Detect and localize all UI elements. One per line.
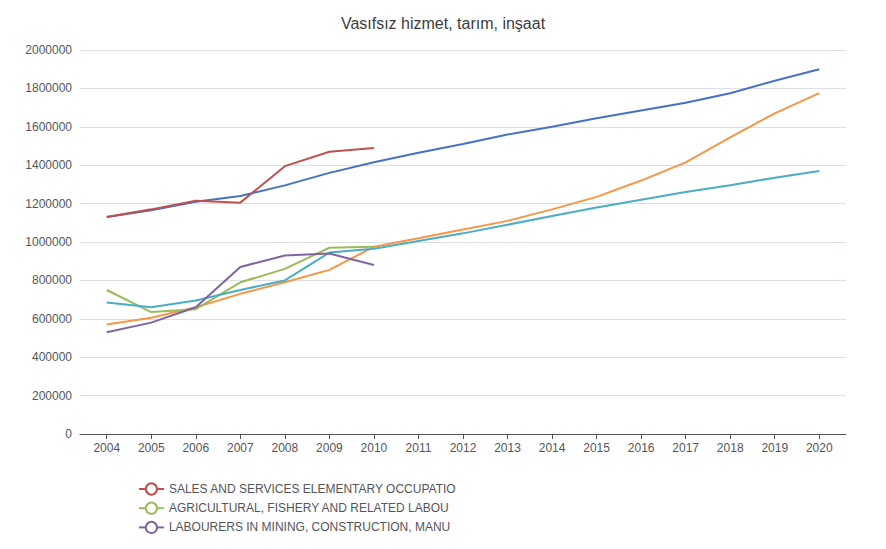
svg-text:2015: 2015 [583,441,610,455]
svg-text:800000: 800000 [32,273,72,287]
svg-text:600000: 600000 [32,312,72,326]
svg-text:2004: 2004 [93,441,120,455]
svg-text:0: 0 [65,427,72,441]
svg-text:2020: 2020 [806,441,833,455]
svg-text:2011: 2011 [406,441,432,455]
svg-text:2006: 2006 [182,441,209,455]
svg-text:2000000: 2000000 [25,43,72,57]
svg-text:2013: 2013 [494,441,521,455]
svg-text:2010: 2010 [361,441,388,455]
svg-text:2017: 2017 [672,441,699,455]
svg-text:1600000: 1600000 [25,120,72,134]
svg-text:SALES AND SERVICES ELEMENTARY: SALES AND SERVICES ELEMENTARY OCCUPATIO [169,482,456,496]
svg-text:2005: 2005 [138,441,165,455]
svg-text:2008: 2008 [272,441,299,455]
svg-text:Vasıfsız hizmet, tarım, inşaat: Vasıfsız hizmet, tarım, inşaat [341,15,546,32]
svg-text:200000: 200000 [32,389,72,403]
svg-text:2009: 2009 [316,441,343,455]
svg-text:2019: 2019 [761,441,788,455]
svg-text:2014: 2014 [539,441,566,455]
svg-text:400000: 400000 [32,350,72,364]
svg-text:1800000: 1800000 [25,81,72,95]
svg-text:2012: 2012 [450,441,477,455]
svg-text:LABOURERS IN MINING, CONSTRUCT: LABOURERS IN MINING, CONSTRUCTION, MANU [169,520,450,534]
svg-text:1400000: 1400000 [25,158,72,172]
svg-text:AGRICULTURAL, FISHERY AND RELA: AGRICULTURAL, FISHERY AND RELATED LABOU [169,501,449,515]
svg-text:1000000: 1000000 [25,235,72,249]
svg-text:1200000: 1200000 [25,197,72,211]
svg-text:2007: 2007 [227,441,254,455]
svg-text:2018: 2018 [717,441,744,455]
svg-text:2016: 2016 [628,441,655,455]
